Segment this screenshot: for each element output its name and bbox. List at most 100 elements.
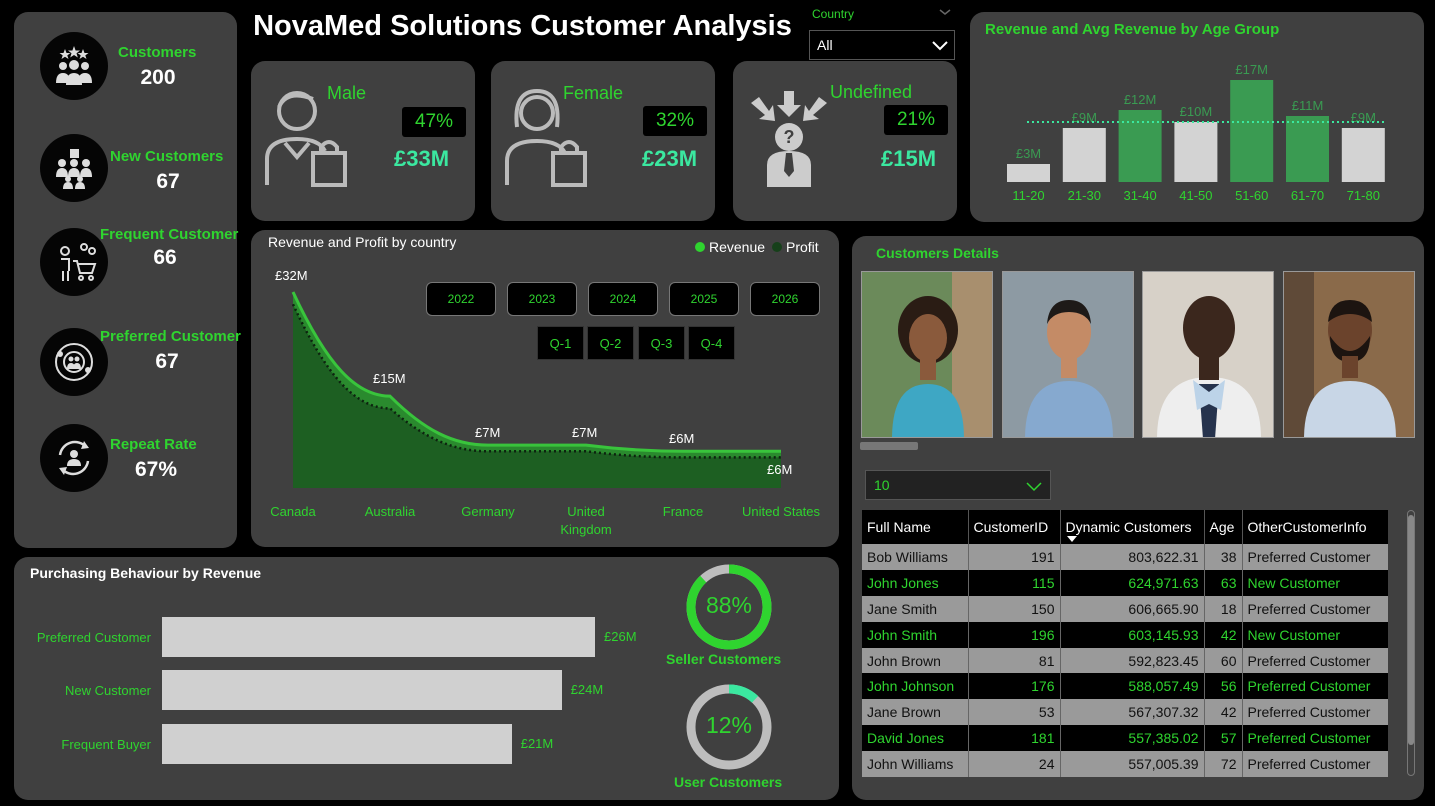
table-cell: Preferred Customer [1242,699,1388,726]
pb-bar[interactable] [162,617,595,657]
table-cell: Jane Smith [862,595,969,622]
quarter-button-q4[interactable]: Q-4 [688,326,735,360]
table-row[interactable]: Jane Smith 150 606,665.90 18 Preferred Custo… [862,595,1388,622]
country-label-uk: United Kingdom [560,504,612,537]
age-bar[interactable] [1341,128,1385,182]
age-category-label: 31-40 [1123,188,1156,203]
table-row[interactable]: John Jones 115 624,971.63 63 New Customer [862,569,1388,596]
table-cell: Preferred Customer [1242,544,1388,570]
table-row[interactable]: John Williams 24 557,005.39 72 Preferred Cus… [862,751,1388,778]
gender-undefined-pct: 21% [884,105,948,135]
table-cell: 606,665.90 [1060,595,1205,622]
table-row[interactable]: David Jones 181 557,385.02 57 Preferred Cust… [862,725,1388,752]
table-cell: Bob Williams [862,544,969,570]
quarter-button-q2[interactable]: Q-2 [587,326,634,360]
column-header-full-name[interactable]: Full Name [862,510,969,544]
age-bar-data-label: £9M [1351,110,1376,125]
table-cell: 24 [968,751,1061,778]
age-bar[interactable] [1007,164,1050,182]
table-cell: Preferred Customer [1242,647,1388,674]
table-row[interactable]: Bob Williams 191 803,622.31 38 Preferred Cus… [862,544,1388,570]
svg-text:?: ? [784,127,795,147]
quarter-button-q1[interactable]: Q-1 [537,326,584,360]
year-button-2025[interactable]: 2025 [669,282,739,316]
kpi-frequent-customer-value: 66 [153,246,177,269]
customer-photo[interactable] [1283,271,1415,438]
top-n-select[interactable]: 10 [865,470,1051,500]
donut-fill[interactable] [686,564,772,650]
year-button-2024[interactable]: 2024 [588,282,658,316]
customer-photo[interactable] [1142,271,1274,438]
age-bar[interactable] [1062,128,1106,182]
table-cell: John Smith [862,621,969,648]
table-row[interactable]: John Smith 196 603,145.93 42 New Customer [862,621,1388,648]
table-scrollbar[interactable] [1407,510,1415,776]
revenue-line [291,291,781,453]
kpi-repeat-rate: Repeat Rate 67% [14,414,237,494]
kpi-frequent-customer-label: Frequent Customer [100,226,239,243]
photo-scrollbar[interactable] [860,442,918,450]
gender-male-label: Male [327,83,367,103]
kpi-new-customers-value: 67 [156,170,180,193]
chevron-down-icon[interactable] [939,7,951,17]
age-bar[interactable] [1118,110,1162,182]
table-cell: Jane Brown [862,699,969,726]
kpi-frequent-customer: Frequent Customer 66 [14,218,239,298]
gender-card-male: Male 47% £33M [251,61,475,221]
table-row[interactable]: Jane Brown 53 567,307.32 42 Preferred Custom… [862,699,1388,726]
customer-photo[interactable] [1002,271,1134,438]
customers-icon [40,32,108,100]
table-cell: 150 [968,595,1061,622]
table-cell: 38 [1204,544,1243,570]
age-bar[interactable] [1286,116,1329,182]
table-cell: John Brown [862,647,969,674]
unknown-person-icon: ? [751,91,827,187]
gender-card-undefined: ? Undefined 21% £15M [733,61,957,221]
table-cell: 56 [1204,673,1243,700]
country-label-canada: Canada [270,504,316,519]
column-header-customer-id[interactable]: CustomerID [968,510,1061,544]
table-cell: 53 [968,699,1061,726]
age-bar[interactable] [1174,122,1218,182]
gender-male-value: £33M [394,146,450,171]
table-cell: 592,823.45 [1060,647,1205,674]
rp-chart-plot [291,291,781,488]
pb-bar[interactable] [162,670,562,710]
gender-female-value: £23M [642,146,698,171]
age-category-label: 61-70 [1291,188,1324,203]
table-cell: John Williams [862,751,969,778]
chevron-down-icon [932,41,948,51]
table-cell: 176 [968,673,1061,700]
table-row[interactable]: John Johnson 176 588,057.49 56 Preferred Cus… [862,673,1388,700]
rp-data-label-australia: £15M [373,371,406,386]
column-header-age[interactable]: Age [1204,510,1243,544]
age-bar-data-label: £17M [1235,62,1268,77]
age-bar[interactable] [1230,80,1274,182]
column-header-dynamic-customers[interactable]: Dynamic Customers [1060,510,1205,544]
table-scrollbar-thumb[interactable] [1408,515,1414,745]
year-button-2023[interactable]: 2023 [507,282,577,316]
country-filter[interactable]: Country All [809,4,955,60]
donut-user-label: User Customers [674,774,783,790]
table-cell: 567,307.32 [1060,699,1205,726]
column-header-other-info[interactable]: OtherCustomerInfo [1242,510,1388,544]
age-chart-plot: £3M 11-20 £9M 21-30 £12M 31-40 £10M 41-50 £17M 51… [1007,62,1385,203]
new-customers-icon [40,134,108,202]
year-button-2026[interactable]: 2026 [750,282,820,316]
year-button-2022[interactable]: 2022 [426,282,496,316]
age-category-label: 51-60 [1235,188,1268,203]
table-row[interactable]: John Brown 81 592,823.45 60 Preferred Custom… [862,647,1388,674]
pb-bar[interactable] [162,724,512,764]
age-category-label: 21-30 [1068,188,1101,203]
customers-details-panel: Customers Details 10 Full Name CustomerI… [852,236,1424,800]
country-label-australia: Australia [364,504,416,519]
customers-table: Full Name CustomerID Dynamic Customers A… [862,510,1388,778]
rp-data-label-france: £6M [669,431,695,446]
table-cell: Preferred Customer [1242,725,1388,752]
customer-photo[interactable] [861,271,993,438]
quarter-button-q3[interactable]: Q-3 [638,326,685,360]
table-cell: 18 [1204,595,1243,622]
donut-fill[interactable] [686,684,772,770]
table-cell: 181 [968,725,1061,752]
country-select[interactable]: All [809,30,955,60]
